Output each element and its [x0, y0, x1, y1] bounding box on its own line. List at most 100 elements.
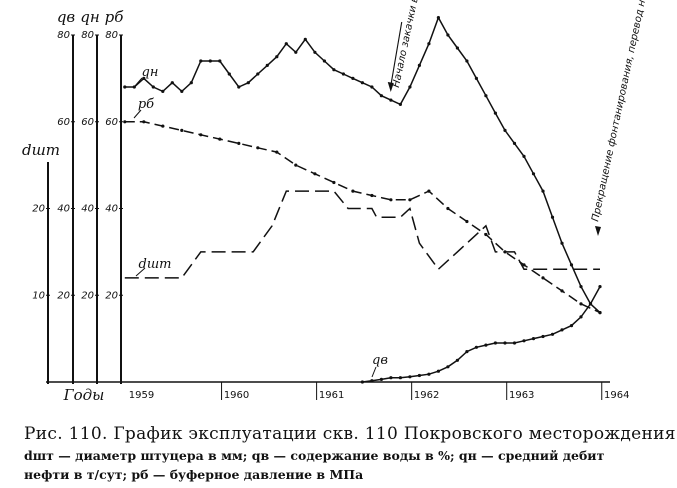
data-point-qn: [332, 68, 336, 72]
data-point-qn: [189, 81, 193, 85]
data-point-pb: [370, 193, 374, 198]
data-point-qn: [294, 50, 298, 54]
data-point-qn: [313, 50, 317, 54]
data-point-pb: [161, 124, 165, 128]
data-point-pb: [180, 128, 184, 132]
data-point-qn: [161, 89, 165, 93]
data-point-pb: [579, 302, 583, 306]
data-point-qn: [512, 141, 517, 145]
series-line-qv: [362, 286, 601, 383]
data-point-qv: [360, 380, 364, 384]
annotation-arrow-line: [390, 21, 403, 87]
data-point-qv: [379, 377, 383, 381]
data-point-pb: [389, 198, 393, 202]
data-point-pb: [408, 198, 412, 202]
data-point-qn: [341, 72, 345, 76]
axes-layer: dшт 10 20 qв 20 40 60 80 qн 20 40 60 80 рб 20 40 60 80 Год…: [22, 8, 630, 404]
y-tick-label-qv: 20: [57, 290, 70, 301]
data-point-pb: [256, 146, 260, 150]
series-label-pb: рб: [138, 97, 154, 112]
label-leader-qn: [134, 77, 143, 87]
y-tick-label-pb: 60: [105, 117, 118, 128]
data-point-qn: [579, 285, 583, 289]
data-point-qn: [303, 37, 307, 41]
data-point-qn: [455, 46, 459, 50]
data-point-qv: [465, 350, 469, 354]
y-tick-label-qn: 40: [81, 204, 94, 215]
y-axis-label-pb: рб: [105, 8, 125, 26]
data-point-qv: [503, 341, 507, 345]
y-tick-label-qn: 20: [81, 290, 94, 301]
data-point-qn: [227, 72, 231, 76]
data-point-qn: [531, 172, 536, 176]
data-point-qv: [408, 375, 412, 379]
x-tick-label: 1960: [224, 390, 249, 401]
data-point-qv: [598, 285, 602, 289]
data-point-pb: [237, 141, 241, 145]
label-leader-pb: [133, 109, 142, 119]
series-label-qv: qв: [372, 353, 388, 368]
data-point-qv: [560, 328, 564, 332]
series-line-qn: [124, 15, 601, 314]
data-point-qn: [408, 85, 412, 89]
data-point-qn: [389, 98, 393, 102]
data-point-qv: [541, 334, 545, 339]
label-leader-dsht: [135, 267, 146, 277]
data-point-qv: [522, 339, 526, 343]
data-point-qn: [474, 76, 478, 80]
x-axis-label: Годы: [63, 386, 105, 404]
data-point-qv: [398, 376, 402, 380]
data-point-qn: [360, 81, 364, 85]
data-point-pb: [218, 137, 222, 141]
data-point-pb: [199, 133, 203, 137]
data-point-qn: [560, 241, 564, 245]
data-point-pb: [465, 219, 469, 224]
data-point-qv: [370, 379, 374, 383]
data-point-pb: [313, 172, 317, 176]
caption-line-2: dшт — диаметр штуцера в мм; qв — содержа…: [24, 448, 605, 463]
data-point-qv: [579, 315, 583, 319]
data-point-qn: [417, 63, 421, 67]
data-point-qn: [550, 215, 555, 219]
data-point-qv: [446, 365, 450, 369]
series-line-pb: [124, 121, 601, 314]
annotation-arrow-head: [387, 82, 394, 92]
data-point-qn: [541, 189, 545, 193]
data-point-qv: [474, 345, 478, 349]
data-point-pb: [560, 289, 564, 293]
y-axis-label-qn: qн: [80, 8, 99, 26]
data-point-qn: [237, 85, 241, 89]
caption-line-1: Рис. 110. График эксплуатации скв. 110 П…: [24, 424, 676, 444]
data-point-qn: [398, 102, 402, 106]
data-point-qn: [123, 85, 127, 89]
data-point-qn: [351, 76, 355, 80]
y-tick-label-qv: 80: [57, 30, 70, 41]
x-tick-label: 1959: [129, 390, 154, 401]
y-tick-label-qn: 60: [81, 117, 94, 128]
data-point-qv: [484, 343, 488, 347]
data-point-pb: [123, 120, 127, 124]
data-point-pb: [541, 276, 545, 280]
series-layer: [123, 15, 602, 384]
data-point-pb: [446, 206, 450, 211]
data-point-qv: [389, 376, 393, 380]
data-point-qn: [522, 154, 526, 158]
caption-line-3: нефти в т/сут; рб — буферное давление в …: [24, 467, 364, 482]
y-axis-label-qv: qв: [57, 8, 76, 26]
data-point-qv: [427, 372, 431, 376]
data-point-qn: [208, 59, 212, 63]
data-point-qv: [588, 302, 593, 306]
data-point-pb: [484, 232, 488, 237]
data-point-qn: [218, 59, 222, 63]
data-point-pb: [351, 189, 355, 193]
data-point-qv: [417, 373, 421, 378]
chart: dшт 10 20 qв 20 40 60 80 qн 20 40 60 80 рб 20 40 60 80 Год…: [22, 0, 677, 404]
label-leader-qv: [371, 366, 377, 378]
data-point-qn: [180, 89, 184, 93]
data-point-qn: [132, 85, 136, 89]
data-point-qv: [531, 337, 536, 341]
data-point-qn: [265, 63, 269, 67]
data-point-qn: [503, 128, 507, 132]
data-point-qn: [427, 42, 431, 46]
data-point-qn: [436, 16, 440, 20]
